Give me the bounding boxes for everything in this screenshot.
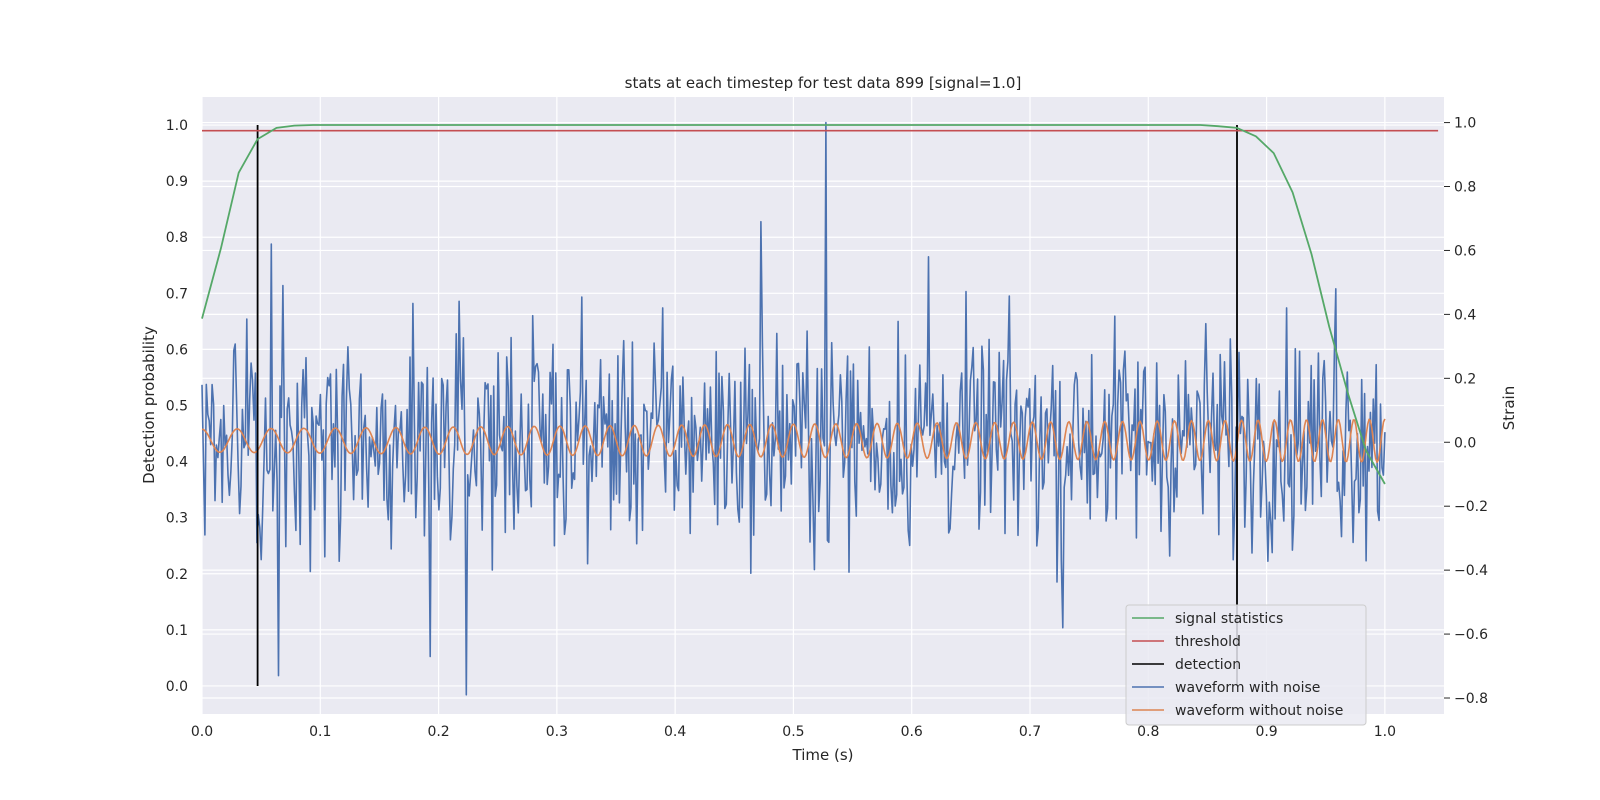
- x-tick-label: 0.7: [1019, 724, 1041, 740]
- legend-label-detection: detection: [1175, 657, 1241, 673]
- legend-label-signal-statistics: signal statistics: [1175, 611, 1283, 627]
- y-tick-label: 0.3: [166, 511, 188, 527]
- x-tick-label: 0.6: [901, 724, 923, 740]
- series-layer: [201, 121, 1439, 696]
- y-axis-ticks: 0.0 0.1 0.2 0.3 0.4 0.5 0.6 0.7 0.8 0.9 1.0: [166, 118, 188, 695]
- x-tick-label: 0.4: [664, 724, 686, 740]
- waveform-without-noise-line: [201, 418, 1386, 464]
- y-tick-label: 0.7: [166, 286, 188, 302]
- legend-label-waveform-without-noise: waveform without noise: [1175, 703, 1343, 719]
- x-tick-label: 1.0: [1374, 724, 1396, 740]
- y-tick-label: 0.6: [166, 342, 188, 358]
- x-tick-label: 0.9: [1255, 724, 1277, 740]
- y-tick-label: 0.9: [166, 174, 188, 190]
- x-tick-label: 0.8: [1137, 724, 1159, 740]
- y2-tick-label: −0.8: [1454, 691, 1488, 707]
- legend-box: [1125, 604, 1367, 726]
- y2-tick-label: 0.2: [1454, 371, 1476, 387]
- y2-axis-ticks: −0.8 −0.6 −0.4 −0.2 0.0 0.2 0.4 0.6 0.8 1.0: [1444, 116, 1488, 707]
- legend: signal statistics threshold detection wa…: [1125, 604, 1367, 726]
- y2-axis-label: Strain: [1500, 386, 1518, 430]
- legend-label-waveform-with-noise: waveform with noise: [1175, 680, 1320, 696]
- y2-tick-label: 0.8: [1454, 180, 1476, 196]
- legend-label-threshold: threshold: [1175, 634, 1241, 650]
- y-axis-label: Detection probability: [140, 326, 158, 484]
- y2-tick-label: 1.0: [1454, 116, 1476, 132]
- x-tick-label: 0.0: [191, 724, 213, 740]
- y2-tick-label: −0.2: [1454, 499, 1488, 515]
- y-tick-label: 0.1: [166, 623, 188, 639]
- y2-tick-label: 0.4: [1454, 307, 1476, 323]
- y-tick-label: 1.0: [166, 118, 188, 134]
- y2-tick-label: −0.6: [1454, 627, 1488, 643]
- y-tick-label: 0.0: [166, 679, 188, 695]
- x-tick-label: 0.5: [782, 724, 804, 740]
- y2-tick-label: 0.6: [1454, 243, 1476, 259]
- y2-tick-label: 0.0: [1454, 435, 1476, 451]
- y-tick-label: 0.5: [166, 399, 188, 415]
- y-tick-label: 0.8: [166, 230, 188, 246]
- y2-tick-label: −0.4: [1454, 563, 1488, 579]
- y-tick-label: 0.2: [166, 567, 188, 583]
- y-tick-label: 0.4: [166, 455, 188, 471]
- x-tick-label: 0.1: [309, 724, 331, 740]
- x-tick-label: 0.3: [546, 724, 568, 740]
- x-axis-ticks: 0.0 0.1 0.2 0.3 0.4 0.5 0.6 0.7 0.8 0.9 1.0: [191, 724, 1396, 740]
- signal-statistics-line: [201, 124, 1386, 485]
- x-tick-label: 0.2: [427, 724, 449, 740]
- chart-title: stats at each timestep for test data 899…: [625, 74, 1022, 92]
- x-axis-label: Time (s): [792, 746, 854, 764]
